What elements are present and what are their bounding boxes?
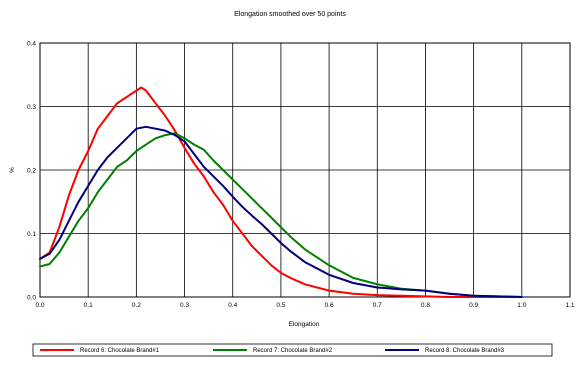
- y-tick-label: 0.0: [27, 295, 36, 302]
- y-tick-label: 0.3: [27, 104, 36, 111]
- x-tick-label: 0.4: [228, 302, 237, 309]
- x-tick-label: 0.7: [373, 302, 382, 309]
- x-tick-label: 0.1: [84, 302, 93, 309]
- x-axis-label: Elongation: [289, 321, 320, 328]
- x-tick-label: 1.0: [517, 302, 526, 309]
- x-tick-label: 0.3: [180, 302, 189, 309]
- legend-label-2: Record 7: Chocolate Brand#2: [253, 348, 333, 354]
- y-tick-label: 0.2: [27, 168, 36, 175]
- x-tick-label: 0.6: [325, 302, 334, 309]
- chart-grid: [40, 43, 570, 297]
- x-tick-label: 0.8: [421, 302, 430, 309]
- legend-label-3: Record 8: Chocolate Brand#3: [425, 348, 505, 354]
- series-lines: [39, 86, 523, 298]
- plot-area-border: [39, 42, 571, 298]
- y-tick-label: 0.1: [27, 231, 36, 238]
- y-tick-labels: 0.0 0.1 0.2 0.3 0.4: [27, 41, 36, 302]
- legend: Record 6: Chocolate Brand#1 Record 7: Cho…: [40, 348, 505, 354]
- x-tick-label: 1.1: [565, 302, 574, 309]
- x-tick-labels: 0.0 0.1 0.2 0.3 0.4 0.5 0.6 0.7 0.8 0.9 1.0 1.1: [35, 302, 574, 309]
- x-tick-label: 0.5: [276, 302, 285, 309]
- legend-label-1: Record 6: Chocolate Brand#1: [80, 348, 160, 354]
- x-tick-label: 0.9: [469, 302, 478, 309]
- x-tick-label: 0.0: [35, 302, 44, 309]
- series-line-3: [39, 125, 523, 298]
- series-line-1: [39, 86, 523, 298]
- x-tick-label: 0.2: [132, 302, 141, 309]
- legend-box: [32, 343, 553, 357]
- y-tick-label: 0.4: [27, 41, 36, 48]
- series-line-2: [39, 132, 523, 298]
- chart-title: Elongation smoothed over 50 points: [234, 11, 346, 18]
- y-axis-label: %: [9, 167, 16, 173]
